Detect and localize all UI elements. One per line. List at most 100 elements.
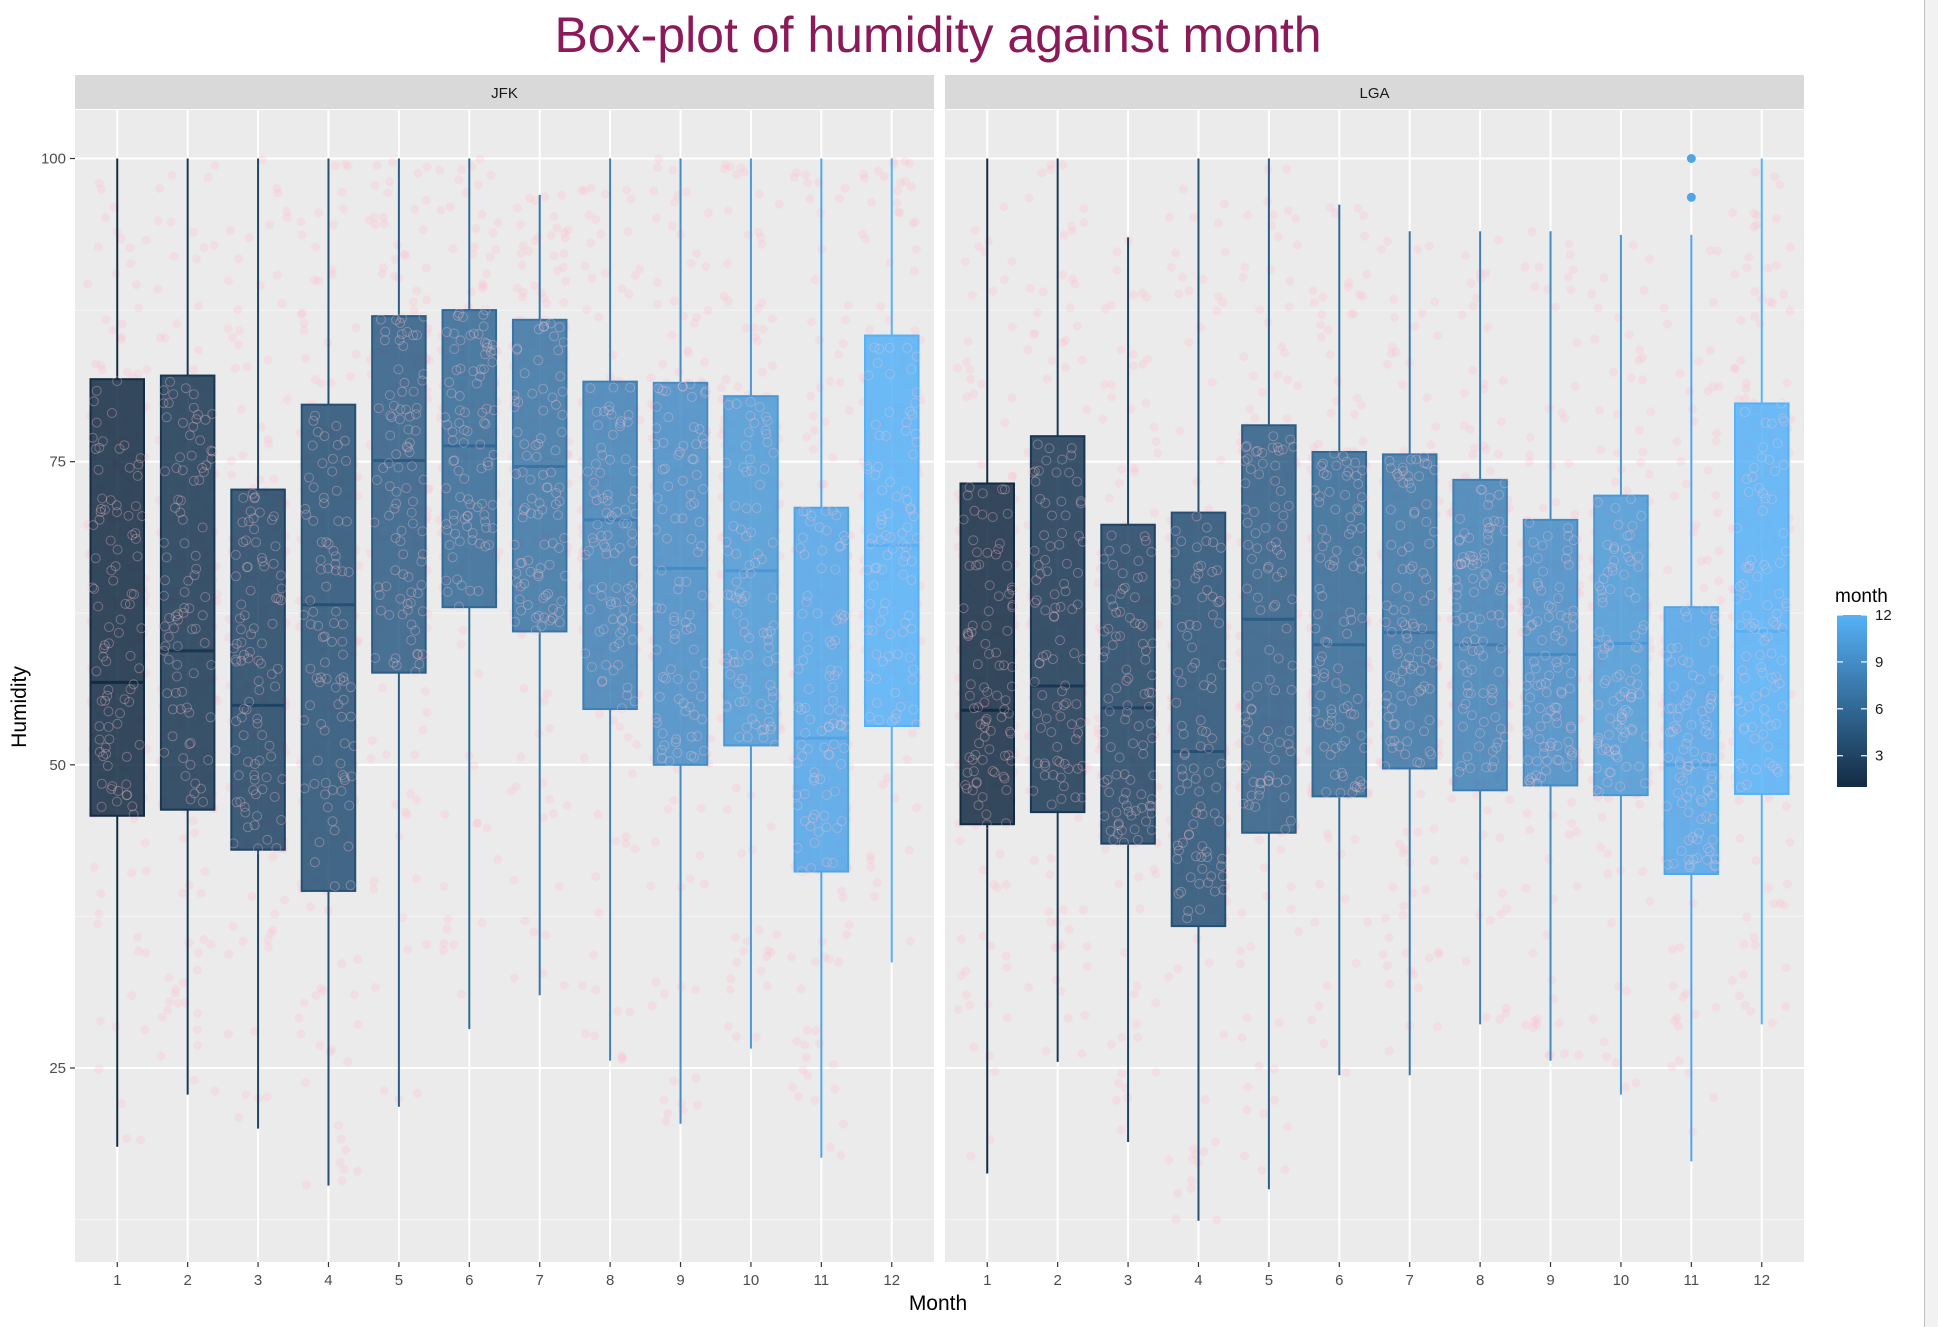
data-point	[472, 818, 482, 828]
data-point	[319, 986, 328, 996]
data-point	[990, 1067, 1000, 1077]
data-point	[125, 243, 135, 253]
data-point	[1336, 849, 1346, 859]
data-point	[1023, 345, 1033, 355]
data-point	[141, 866, 151, 876]
data-point	[1045, 870, 1055, 879]
data-point	[299, 319, 309, 328]
data-point	[559, 297, 569, 307]
data-point	[296, 217, 306, 227]
data-point	[448, 940, 458, 950]
data-point	[762, 981, 772, 991]
data-point	[669, 1076, 679, 1086]
data-point	[1433, 947, 1443, 957]
data-point	[524, 246, 534, 256]
data-point	[189, 365, 199, 375]
data-point	[1058, 160, 1068, 170]
data-point	[1240, 1151, 1250, 1161]
data-point	[369, 884, 379, 894]
data-point	[560, 228, 569, 238]
data-point	[1413, 827, 1423, 837]
data-point	[1047, 356, 1057, 366]
data-point	[313, 276, 323, 286]
data-point	[300, 353, 310, 363]
data-point	[1351, 958, 1361, 968]
data-point	[1323, 325, 1333, 335]
data-point	[1459, 388, 1469, 398]
data-point	[507, 786, 517, 796]
data-point	[379, 219, 389, 229]
data-point	[1150, 508, 1160, 518]
data-point	[1525, 450, 1534, 460]
data-point	[1333, 376, 1343, 386]
data-point	[560, 233, 570, 243]
data-point	[477, 918, 487, 928]
data-point	[1525, 825, 1535, 835]
data-point	[525, 193, 535, 203]
data-point	[1025, 283, 1035, 293]
data-point	[692, 312, 702, 322]
data-point	[807, 317, 817, 327]
data-point	[282, 213, 292, 223]
data-point	[1198, 274, 1208, 284]
data-point	[328, 220, 338, 230]
data-point	[754, 227, 764, 237]
data-point	[1494, 235, 1503, 245]
data-point	[457, 165, 467, 175]
data-point	[516, 752, 526, 762]
data-point	[1024, 193, 1034, 203]
data-point	[1106, 300, 1116, 310]
data-point	[263, 355, 273, 365]
data-point	[1636, 457, 1646, 467]
data-point	[1638, 375, 1648, 385]
data-point	[123, 367, 132, 377]
data-point	[616, 1051, 626, 1061]
data-point	[423, 162, 432, 172]
data-point	[439, 881, 449, 891]
data-point	[366, 753, 376, 763]
data-point	[420, 687, 430, 696]
data-point	[1638, 866, 1648, 876]
data-point	[825, 1142, 835, 1152]
data-point	[299, 998, 309, 1008]
data-point	[732, 957, 742, 967]
data-point	[189, 828, 199, 838]
data-point	[482, 823, 492, 833]
data-point	[166, 217, 176, 227]
data-point	[825, 376, 835, 386]
data-point	[1114, 478, 1124, 488]
data-point	[815, 1039, 825, 1048]
data-point	[646, 373, 656, 383]
data-point	[549, 251, 559, 261]
data-point	[442, 924, 452, 934]
data-point	[96, 360, 106, 370]
data-point	[1595, 405, 1604, 415]
data-point	[1570, 381, 1580, 391]
data-point	[1309, 443, 1319, 453]
data-point	[1358, 436, 1368, 446]
data-point	[493, 855, 503, 865]
data-point	[1134, 872, 1144, 882]
data-point	[600, 268, 610, 278]
x-tick-label: 2	[183, 1272, 191, 1289]
data-point	[184, 880, 194, 890]
data-point	[1283, 206, 1293, 216]
data-point	[1611, 477, 1620, 487]
data-point	[93, 919, 103, 929]
data-point	[91, 359, 101, 369]
box-iqr	[652, 381, 709, 766]
data-point	[1483, 806, 1493, 815]
data-point	[1058, 270, 1068, 280]
data-point	[1398, 910, 1408, 920]
data-point	[298, 308, 308, 318]
data-point	[802, 1025, 812, 1035]
data-point	[1430, 297, 1440, 307]
data-point	[1646, 407, 1656, 417]
data-point	[469, 761, 479, 771]
data-point	[1350, 409, 1359, 419]
data-point	[1307, 1015, 1317, 1025]
data-point	[1609, 367, 1618, 377]
data-point	[443, 914, 453, 924]
data-point	[1622, 986, 1632, 996]
data-point	[1184, 337, 1194, 347]
